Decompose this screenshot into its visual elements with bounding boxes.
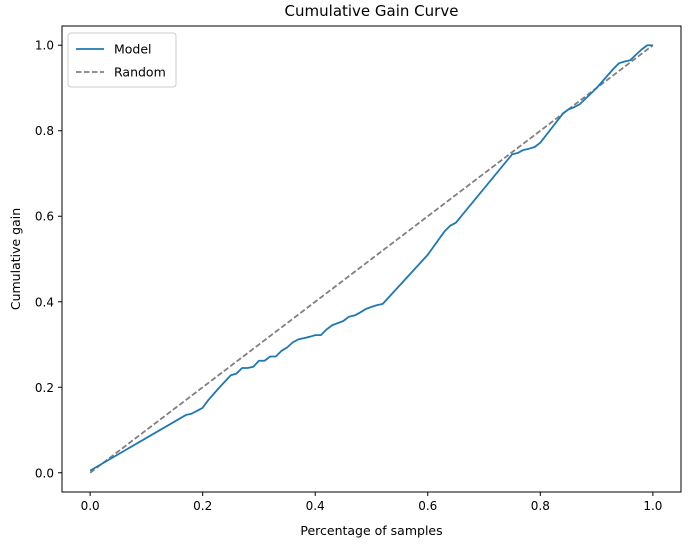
y-tick-label: 0.2 [35, 381, 54, 395]
x-axis: 0.0 0.2 0.4 0.6 0.8 1.0 [81, 492, 662, 513]
y-tick-label: 0.8 [35, 124, 54, 138]
legend-label-model: Model [114, 42, 152, 57]
y-tick-label: 0.6 [35, 210, 54, 224]
y-tick-label: 0.4 [35, 295, 54, 309]
x-axis-label: Percentage of samples [300, 523, 442, 538]
legend-label-random: Random [114, 65, 166, 80]
x-tick-label: 1.0 [643, 499, 662, 513]
y-axis: 0.0 0.2 0.4 0.6 0.8 1.0 [35, 39, 62, 480]
series-line-model [89, 44, 653, 472]
x-tick-label: 0.6 [418, 499, 437, 513]
chart-title: Cumulative Gain Curve [285, 2, 459, 20]
series-line-random [89, 44, 654, 474]
y-tick-label: 0.0 [35, 466, 54, 480]
x-tick-label: 0.8 [531, 499, 550, 513]
y-tick-label: 1.0 [35, 39, 54, 53]
x-tick-label: 0.4 [306, 499, 325, 513]
y-axis-label: Cumulative gain [8, 208, 23, 310]
x-tick-label: 0.2 [193, 499, 212, 513]
x-tick-label: 0.0 [81, 499, 100, 513]
legend: Model Random [67, 32, 177, 88]
legend-frame [67, 32, 177, 88]
plot-area [89, 44, 654, 474]
axes-frame [61, 25, 682, 493]
